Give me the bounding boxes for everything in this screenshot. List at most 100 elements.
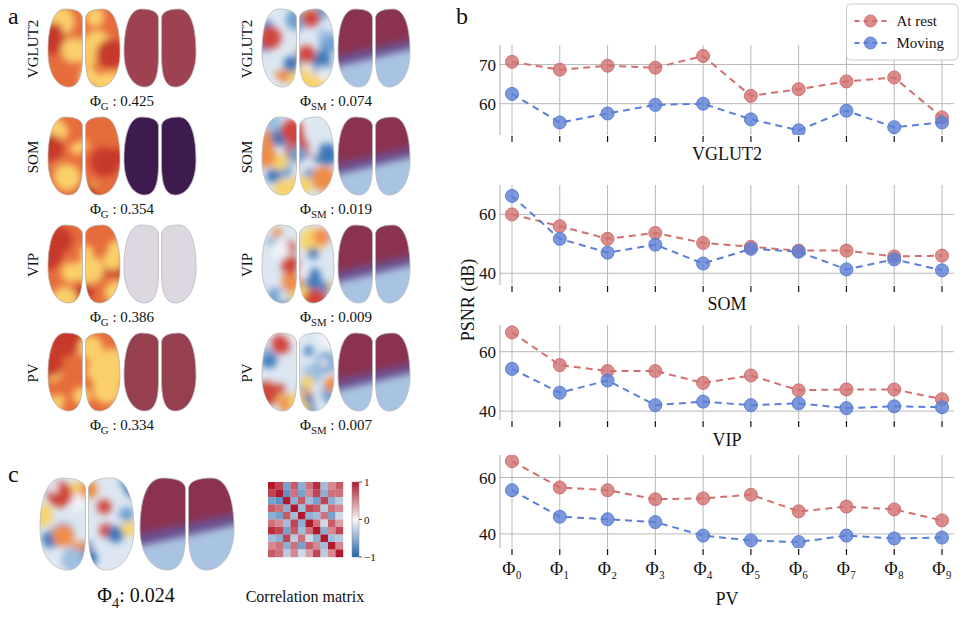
legend-label: At rest	[896, 13, 937, 29]
matrix-cell	[306, 520, 314, 528]
series-marker	[888, 503, 901, 516]
map-base	[124, 9, 196, 87]
map-blob	[308, 248, 319, 259]
hemisphere-outline	[48, 9, 83, 87]
x-tick	[655, 136, 656, 142]
matrix-cell	[321, 482, 329, 490]
legend-label: Moving	[896, 35, 944, 51]
grid-line	[559, 455, 560, 548]
legend: At rest Moving	[846, 4, 958, 60]
x-tick	[798, 549, 799, 555]
matrix-cell	[276, 535, 284, 543]
matrix-cell	[276, 527, 284, 535]
map-blob	[50, 484, 59, 493]
legend-marker	[864, 15, 876, 27]
caption-value: : 0.354	[109, 201, 155, 217]
map-blob	[300, 376, 314, 390]
grid-line	[655, 45, 656, 135]
matrix-cell	[313, 505, 321, 513]
x-tick-label: Φ₇	[837, 559, 856, 579]
matrix-cell	[336, 550, 344, 558]
series-marker	[697, 529, 710, 542]
matrix-cell	[321, 550, 329, 558]
hemisphere-outline	[162, 225, 197, 303]
grid-line	[500, 477, 954, 478]
x-tick	[941, 286, 942, 292]
matrix-cell	[276, 542, 284, 550]
y-axis-line	[500, 45, 501, 135]
matrix-cell	[336, 527, 344, 535]
series-marker	[506, 87, 519, 100]
x-tick	[894, 421, 895, 427]
matrix-cell	[291, 482, 299, 490]
caption-subscript: G	[101, 100, 109, 112]
brain-map	[253, 326, 343, 421]
x-tick	[703, 549, 704, 555]
map-blob	[281, 256, 300, 275]
y-tick-label: 70	[479, 56, 496, 75]
map-blobs	[36, 325, 127, 422]
line-chart: 4060VIP	[479, 325, 954, 450]
caption: ΦG : 0.334	[90, 417, 155, 436]
map-region	[333, 220, 415, 284]
matrix-cell	[283, 535, 291, 543]
map-blob	[320, 358, 329, 367]
caption-symbol: Φ	[90, 417, 101, 433]
matrix-cell	[276, 550, 284, 558]
brain-map	[124, 225, 196, 303]
map-blob	[85, 7, 105, 27]
brain-map	[37, 225, 128, 312]
matrix-cell	[283, 482, 291, 490]
x-tick	[798, 421, 799, 427]
matrix-cell	[321, 512, 329, 520]
caption: ΦSM : 0.009	[300, 309, 372, 328]
hemisphere-outline	[162, 9, 197, 87]
series-marker	[649, 98, 662, 111]
matrix-cell	[328, 550, 336, 558]
map-blobs	[37, 7, 130, 97]
map-blob	[98, 348, 127, 377]
x-tick	[750, 549, 751, 555]
caption-symbol: Φ	[300, 309, 311, 325]
matrix-cell	[298, 520, 306, 528]
matrix-cell	[336, 497, 344, 505]
map-blob	[317, 28, 328, 39]
hemisphere-outline	[48, 117, 83, 195]
x-tick-label: Φ₅	[741, 559, 760, 579]
matrix-cell	[298, 482, 306, 490]
x-tick	[941, 549, 942, 555]
map-blobs	[258, 3, 340, 97]
map-blobs	[37, 226, 128, 312]
map-blob	[90, 147, 119, 176]
map-blob	[318, 69, 330, 81]
plot-data	[506, 189, 949, 276]
matrix-cell	[268, 497, 276, 505]
map-blobs	[333, 112, 415, 176]
matrix-cell	[306, 505, 314, 513]
series-marker	[888, 383, 901, 396]
caption-value: : 0.019	[327, 201, 372, 217]
matrix-cell	[298, 505, 306, 513]
matrix-cell	[283, 505, 291, 513]
plot-data	[506, 455, 949, 548]
caption-subscript: SM	[311, 316, 327, 328]
hemisphere-outline	[40, 478, 86, 570]
brain-map	[31, 477, 144, 576]
grid-line	[607, 455, 608, 548]
grid-line	[500, 64, 954, 65]
x-tick-label: Φ₆	[789, 559, 808, 579]
x-axis-title: PV	[715, 589, 738, 609]
matrix-cell	[336, 535, 344, 543]
matrix-cell	[298, 550, 306, 558]
map-blob	[310, 148, 318, 156]
map-blob	[315, 50, 330, 65]
matrix-cell	[321, 542, 329, 550]
map-blob	[309, 275, 322, 288]
matrix-cell	[291, 542, 299, 550]
figure: abcVGLUT2VGLUT2ΦG : 0.425ΦSM : 0.074SOMS…	[0, 0, 966, 619]
legend-box	[846, 4, 958, 60]
matrix-cell	[313, 520, 321, 528]
x-axis-title: SOM	[707, 294, 746, 314]
correlation-matrix	[268, 482, 343, 557]
x-tick	[655, 549, 656, 555]
